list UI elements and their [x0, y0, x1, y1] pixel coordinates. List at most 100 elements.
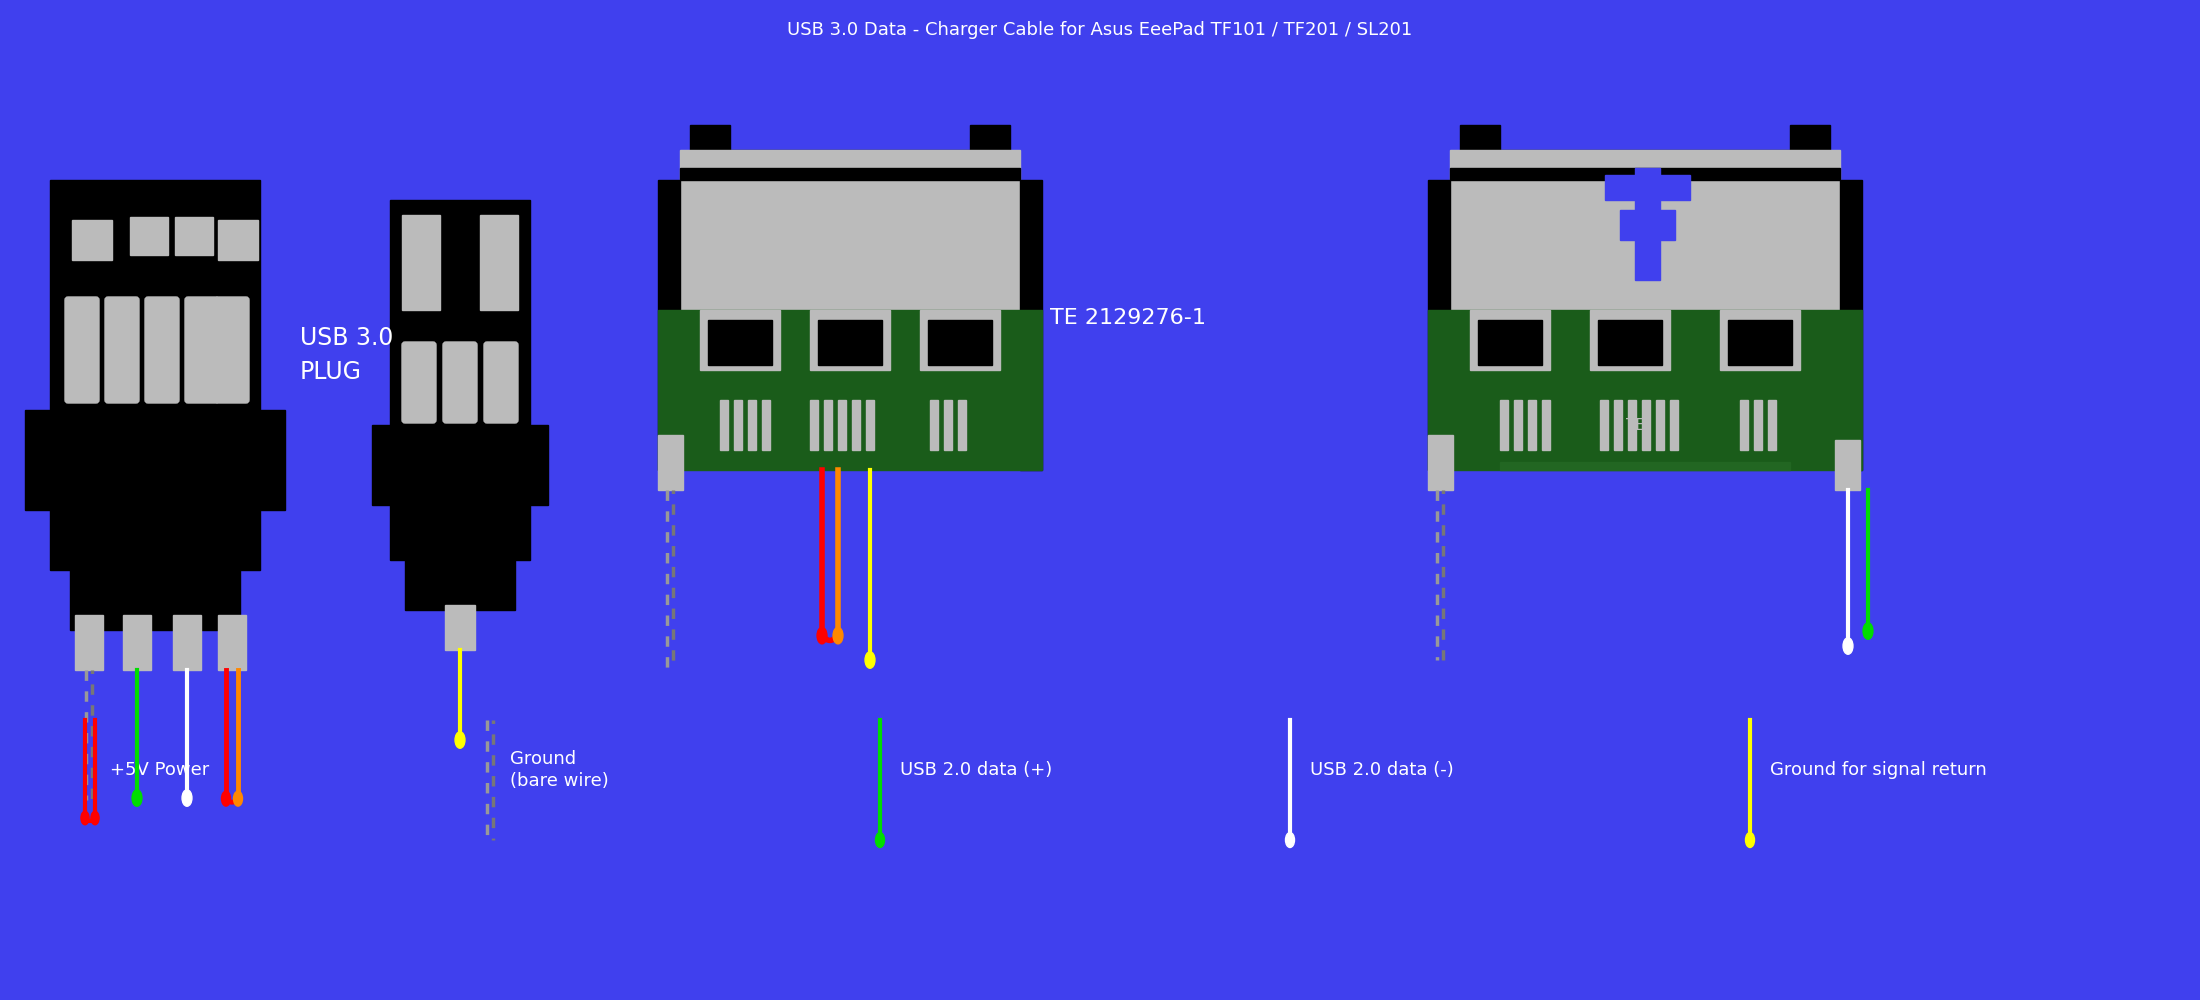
- Bar: [867, 400, 873, 450]
- Bar: [658, 180, 680, 470]
- Bar: [1657, 400, 1663, 450]
- Bar: [838, 400, 847, 450]
- Bar: [931, 400, 937, 450]
- Bar: [70, 570, 240, 630]
- Bar: [748, 400, 757, 450]
- Ellipse shape: [1745, 832, 1756, 848]
- Ellipse shape: [1844, 638, 1852, 654]
- Bar: [1791, 125, 1830, 150]
- Bar: [1450, 150, 1839, 350]
- Bar: [1839, 180, 1861, 470]
- Ellipse shape: [90, 811, 99, 825]
- Ellipse shape: [865, 652, 876, 668]
- Ellipse shape: [233, 791, 242, 806]
- FancyBboxPatch shape: [106, 297, 139, 403]
- Ellipse shape: [876, 832, 884, 848]
- Text: USB 3.0 Data - Charger Cable for Asus EeePad TF101 / TF201 / SL201: USB 3.0 Data - Charger Cable for Asus Ee…: [788, 21, 1412, 39]
- Bar: [1597, 320, 1661, 365]
- Text: USB 3.0
PLUG: USB 3.0 PLUG: [299, 326, 394, 384]
- Bar: [1021, 180, 1043, 470]
- FancyBboxPatch shape: [145, 297, 178, 403]
- FancyBboxPatch shape: [484, 342, 517, 423]
- Ellipse shape: [455, 732, 464, 748]
- Bar: [1628, 400, 1637, 450]
- Bar: [1542, 400, 1551, 450]
- Ellipse shape: [132, 790, 143, 806]
- Bar: [1727, 320, 1793, 365]
- Text: Ground
(bare wire): Ground (bare wire): [510, 750, 609, 790]
- Bar: [761, 400, 770, 450]
- Bar: [403, 215, 440, 310]
- Bar: [1769, 400, 1775, 450]
- Bar: [75, 615, 103, 670]
- Bar: [1606, 175, 1690, 200]
- Ellipse shape: [81, 811, 88, 825]
- Text: TE 2129276-1: TE 2129276-1: [1049, 308, 1206, 328]
- Bar: [130, 217, 167, 255]
- Bar: [735, 400, 741, 450]
- Bar: [1428, 180, 1450, 470]
- Bar: [719, 400, 728, 450]
- Bar: [825, 400, 832, 450]
- Bar: [1635, 168, 1661, 280]
- Ellipse shape: [1863, 623, 1872, 639]
- Bar: [530, 425, 548, 505]
- Text: TE: TE: [1626, 418, 1646, 433]
- Bar: [51, 180, 260, 570]
- Bar: [700, 310, 781, 370]
- Bar: [1720, 310, 1800, 370]
- Bar: [1500, 462, 1791, 470]
- FancyBboxPatch shape: [66, 297, 99, 403]
- Bar: [1619, 210, 1674, 240]
- Bar: [260, 410, 286, 510]
- Bar: [680, 168, 1021, 180]
- Ellipse shape: [222, 791, 231, 806]
- Bar: [389, 200, 530, 560]
- Bar: [480, 215, 517, 310]
- Text: USB 2.0 data (-): USB 2.0 data (-): [1309, 761, 1454, 779]
- Bar: [174, 615, 200, 670]
- Bar: [691, 125, 730, 150]
- Bar: [176, 217, 213, 255]
- FancyBboxPatch shape: [403, 342, 436, 423]
- Bar: [123, 615, 152, 670]
- Bar: [1641, 400, 1650, 450]
- Bar: [810, 400, 818, 450]
- Bar: [1470, 310, 1551, 370]
- Bar: [708, 320, 772, 365]
- Bar: [1428, 435, 1452, 490]
- Text: +5V Power: +5V Power: [110, 761, 209, 779]
- Bar: [1461, 125, 1500, 150]
- Bar: [810, 310, 891, 370]
- Bar: [1450, 168, 1839, 180]
- Bar: [1599, 400, 1608, 450]
- Bar: [920, 310, 1001, 370]
- Bar: [218, 615, 246, 670]
- Bar: [1500, 400, 1507, 450]
- Ellipse shape: [816, 627, 827, 644]
- Bar: [1740, 400, 1749, 450]
- Bar: [218, 220, 257, 260]
- Bar: [957, 400, 966, 450]
- Bar: [405, 555, 515, 610]
- Bar: [944, 400, 953, 450]
- Bar: [444, 605, 475, 650]
- Ellipse shape: [183, 790, 191, 806]
- Bar: [1478, 320, 1542, 365]
- Bar: [1591, 310, 1670, 370]
- Bar: [928, 320, 992, 365]
- Bar: [970, 125, 1010, 150]
- Bar: [658, 310, 1043, 470]
- Ellipse shape: [1285, 832, 1294, 848]
- Bar: [851, 400, 860, 450]
- Bar: [372, 425, 389, 505]
- Bar: [818, 320, 882, 365]
- Bar: [24, 410, 51, 510]
- Text: Ground for signal return: Ground for signal return: [1771, 761, 1987, 779]
- Bar: [73, 220, 112, 260]
- Text: USB 2.0 data (+): USB 2.0 data (+): [900, 761, 1052, 779]
- Bar: [1753, 400, 1762, 450]
- Bar: [1428, 310, 1861, 470]
- Ellipse shape: [834, 627, 843, 644]
- Bar: [1670, 400, 1679, 450]
